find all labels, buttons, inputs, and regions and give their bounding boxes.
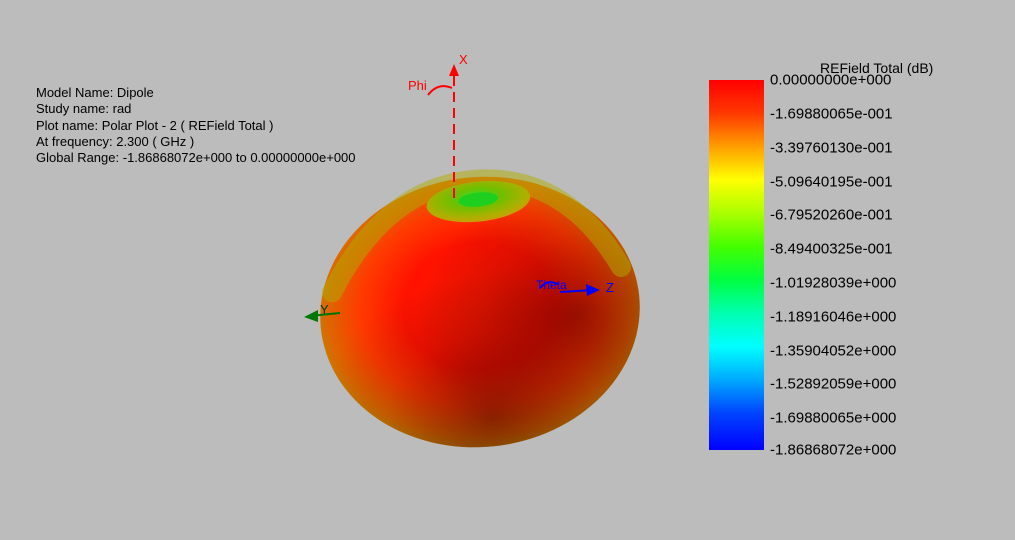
colorbar-tick-label: -1.86868072e+000 bbox=[770, 442, 896, 459]
study-name-value: rad bbox=[113, 101, 132, 116]
plot-name-label: Plot name: bbox=[36, 118, 102, 133]
axis-phi-label: Phi bbox=[408, 78, 427, 93]
colorbar-tick-label: -1.52892059e+000 bbox=[770, 376, 896, 393]
radiation-pattern-svg bbox=[280, 60, 700, 490]
colorbar-tick-label: -1.69880065e-001 bbox=[770, 106, 893, 123]
colorbar-tick-label: -5.09640195e-001 bbox=[770, 174, 893, 191]
colorbar-tick-label: -8.49400325e-001 bbox=[770, 241, 893, 258]
global-range-label: Global Range: bbox=[36, 150, 123, 165]
colorbar-tick-label: -1.69880065e+000 bbox=[770, 410, 896, 427]
axis-theta-label: Theta bbox=[536, 278, 567, 292]
colorbar-tick-label: -6.79520260e-001 bbox=[770, 207, 893, 224]
colorbar-tick-label: -1.18916046e+000 bbox=[770, 309, 896, 326]
study-name-label: Study name: bbox=[36, 101, 113, 116]
colorbar-tick-label: -1.01928039e+000 bbox=[770, 275, 896, 292]
colorbar-tick-label: -1.35904052e+000 bbox=[770, 343, 896, 360]
axis-z-label: Z bbox=[606, 280, 614, 295]
frequency-label: At frequency: bbox=[36, 134, 116, 149]
plot-name-value: Polar Plot - 2 ( REField Total ) bbox=[102, 118, 274, 133]
radiation-plot-viewport[interactable]: X Phi Z Theta Y bbox=[280, 60, 700, 490]
axis-y-label: Y bbox=[320, 302, 329, 317]
colorbar-tick-label: -3.39760130e-001 bbox=[770, 140, 893, 157]
colorbar bbox=[709, 80, 764, 450]
colorbar-tick-label: 0.00000000e+000 bbox=[770, 72, 891, 89]
frequency-value: 2.300 ( GHz ) bbox=[116, 134, 194, 149]
model-name-value: Dipole bbox=[117, 85, 154, 100]
axis-x-label: X bbox=[459, 52, 468, 67]
model-name-label: Model Name: bbox=[36, 85, 117, 100]
